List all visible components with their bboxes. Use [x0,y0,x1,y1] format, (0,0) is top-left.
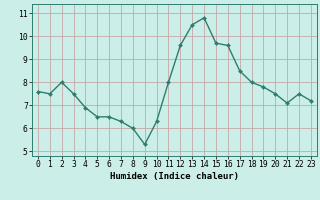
X-axis label: Humidex (Indice chaleur): Humidex (Indice chaleur) [110,172,239,181]
